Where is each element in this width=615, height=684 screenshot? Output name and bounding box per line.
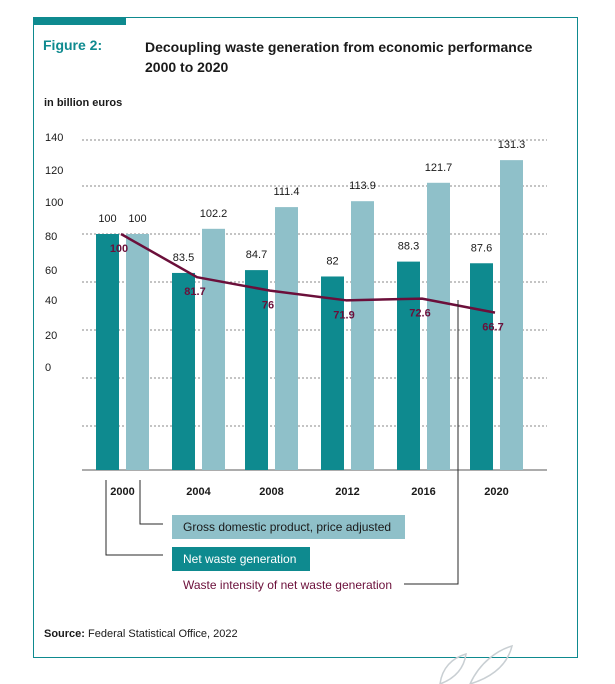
x-tick-label: 2008 [259,486,283,498]
bar-net-waste [397,261,420,470]
x-tick-label: 2012 [335,486,359,498]
bar-gdp [202,228,225,470]
y-tick-label: 80 [45,231,57,243]
bar-gdp [351,201,374,471]
data-label-gdp: 111.4 [274,186,300,198]
legend-waste-intensity: Waste intensity of net waste generation [183,578,393,592]
legend-net-waste: Net waste generation [172,547,311,571]
figure-title-line1: Decoupling waste generation from economi… [145,39,533,55]
data-label-gdp: 121.7 [425,162,453,174]
data-label-intensity: 100 [110,243,128,255]
y-tick-label: 140 [45,132,63,144]
figure-title-line2: 2000 to 2020 [145,59,229,75]
bar-gdp [275,207,298,470]
line-waste-intensity [120,232,496,314]
bar-net-waste [321,276,344,470]
x-tick-label: 2016 [411,486,435,498]
bar-net-waste [172,272,195,470]
bar-gdp [427,182,450,470]
data-label-intensity: 72.6 [409,308,430,320]
source-text: Federal Statistical Office, 2022 [84,628,238,640]
data-label-intensity: 66.7 [482,322,503,334]
legend-gdp: Gross domestic product, price adjusted [172,515,406,539]
x-tick-label: 2020 [484,486,508,498]
data-label-intensity: 71.9 [333,309,354,321]
bar-gdp [126,234,149,470]
data-label-net-waste: 84.7 [246,249,267,261]
bar-gdp [500,160,523,470]
bar-net-waste [96,234,119,470]
data-label-gdp: 102.2 [200,208,228,220]
source-label: Source: [44,628,85,640]
bar-net-waste [470,263,493,470]
unit-label: in billion euros [44,97,123,109]
figure-label: Figure 2: [43,37,103,53]
y-tick-label: 40 [45,295,57,307]
data-label-intensity: 76 [262,300,274,312]
x-tick-label: 2000 [110,486,134,498]
data-label-gdp: 131.3 [498,139,526,151]
accent-bar [34,17,126,25]
data-label-net-waste: 100 [98,213,116,225]
legend-connector-net-waste [105,480,163,556]
legend-connector-intensity [404,300,459,585]
data-label-intensity: 81.7 [184,286,205,298]
y-tick-label: 0 [45,362,51,374]
data-label-net-waste: 83.5 [173,252,194,264]
data-label-net-waste: 88.3 [398,241,419,253]
figure-frame [33,17,578,658]
leaf-icon [469,644,514,684]
data-label-gdp: 113.9 [349,180,376,192]
x-tick-label: 2004 [186,486,211,498]
y-tick-label: 120 [45,165,63,177]
source-note: Source: Federal Statistical Office, 2022 [44,628,238,640]
y-tick-label: 20 [45,330,57,342]
figure-title: Decoupling waste generation from economi… [145,37,545,77]
legend-connector-gdp [139,480,163,525]
data-label-net-waste: 82 [326,255,338,267]
y-tick-label: 60 [45,265,57,277]
leaf-icon [439,652,467,684]
data-label-net-waste: 87.6 [471,242,492,254]
y-tick-label: 100 [45,197,63,209]
bar-net-waste [245,270,268,470]
data-label-gdp: 100 [128,213,146,225]
